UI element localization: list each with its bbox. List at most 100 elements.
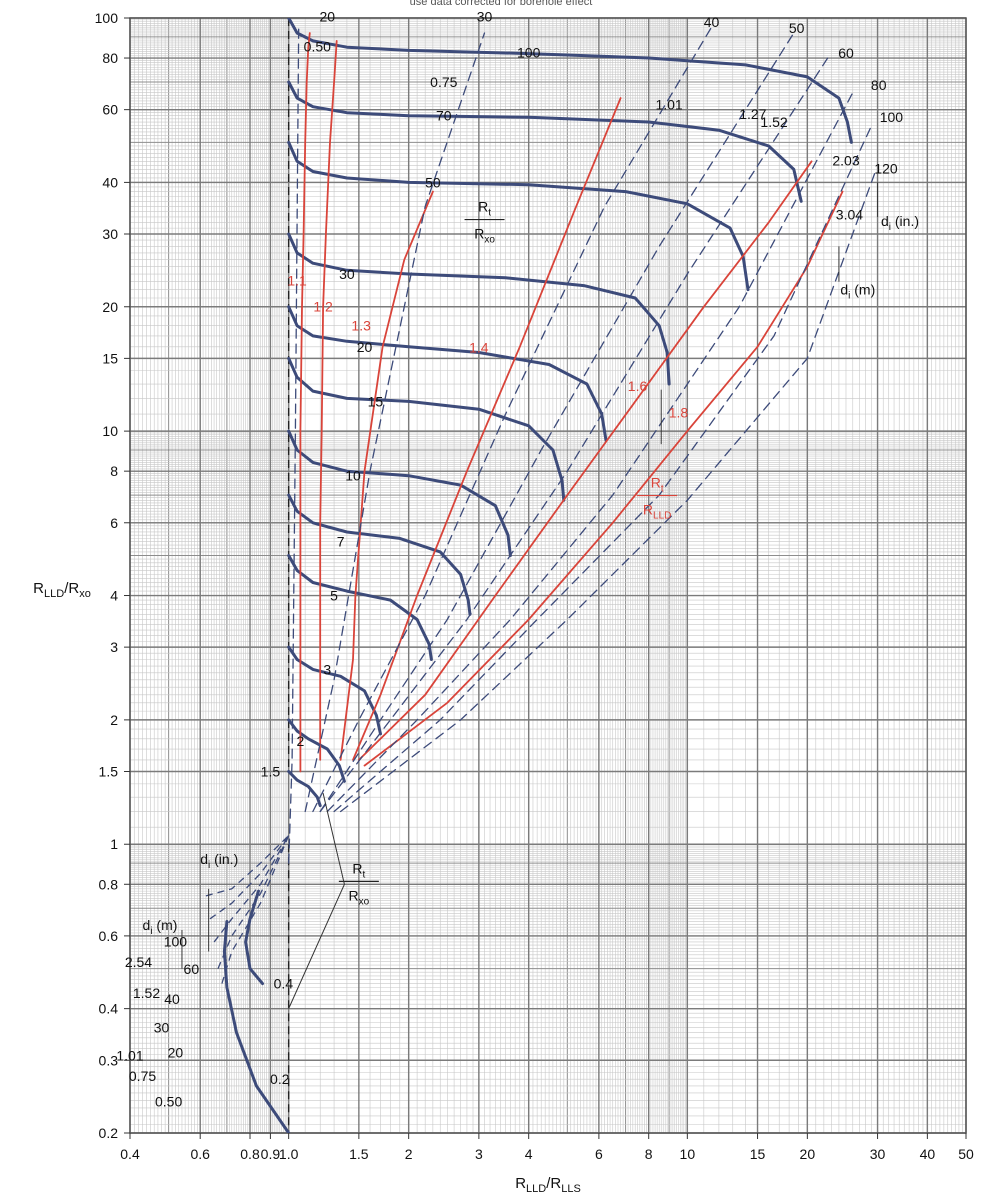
y-tick-label: 0.2	[99, 1125, 119, 1141]
label-di-m-lower-2-54: 2.54	[125, 954, 152, 970]
label-di-in-lower-60: 60	[184, 961, 200, 977]
label-rt-rlld-1-1: 1.1	[287, 273, 307, 289]
label-rt-rlld-1-3: 1.3	[351, 318, 371, 334]
label-rt-rxo-15: 15	[368, 393, 384, 409]
curve-rt-rlld-1-1	[299, 32, 311, 773]
label-di-in-80: 80	[871, 77, 887, 93]
curve-rt-rlld-1-8	[363, 190, 844, 767]
label-rt-rxo-fraction-lower-den: Rxo	[349, 887, 370, 907]
curve-di-lower-3	[217, 835, 290, 969]
y-tick-label: 4	[110, 588, 118, 604]
y-tick-label: 40	[102, 174, 118, 190]
label-rt-rxo-3: 3	[323, 661, 331, 677]
label-rt-rlld-1-4: 1.4	[469, 339, 489, 355]
label-rt-rxo-0-2: 0.2	[270, 1071, 290, 1087]
x-axis-title: RLLD/RLLS	[515, 1175, 581, 1195]
x-tick-label: 20	[800, 1146, 816, 1162]
curve-rt-rxo-15	[287, 356, 566, 502]
label-rt-rlld-1-8: 1.8	[669, 404, 689, 420]
y-tick-label: 0.6	[99, 928, 119, 944]
label-rt-rxo-2: 2	[296, 733, 304, 749]
curve-rt-rlld-1-2	[319, 40, 338, 761]
y-tick-label: 0.3	[99, 1052, 119, 1068]
y-tick-label: 1.5	[99, 763, 119, 779]
x-tick-label: 15	[750, 1146, 766, 1162]
label-di-m-2-03: 2.03	[832, 152, 859, 168]
x-tick-label: 1.5	[349, 1146, 369, 1162]
y-tick-label: 2	[110, 712, 118, 728]
label-rt-rxo-20: 20	[357, 339, 373, 355]
curve-rt-rxo-50	[287, 140, 750, 292]
x-tick-label: 50	[958, 1146, 974, 1162]
x-tick-label: 0.8	[240, 1146, 260, 1162]
y-axis-title: RLLD/Rxo	[33, 580, 91, 600]
x-tick-label: 0.4	[120, 1146, 140, 1162]
label-di-in-100: 100	[880, 109, 904, 125]
y-tick-label: 100	[95, 10, 119, 26]
curve-rt-rxo-2	[287, 718, 346, 783]
curve-di-120	[339, 172, 876, 813]
curve-rt-rxo-100	[287, 18, 853, 144]
x-tick-label: 2	[405, 1146, 413, 1162]
curve-di-80	[326, 91, 854, 813]
label-di-m-lower-0-50: 0.50	[155, 1093, 182, 1109]
label-di-in-lower-100: 100	[164, 934, 188, 950]
label-di-in-20: 20	[319, 9, 335, 25]
curve-rt-rxo-0-2	[222, 920, 291, 1133]
label-di-m-lower-1-52: 1.52	[133, 985, 160, 1001]
x-tick-label: 0.6	[190, 1146, 210, 1162]
x-tick-label: 40	[920, 1146, 936, 1162]
curve-rt-rxo-5	[287, 554, 433, 661]
curve-rt-rxo-10	[287, 429, 512, 557]
plot-border	[129, 17, 967, 1134]
curve-rt-rxo-70	[287, 80, 803, 203]
label-di-m-lower-0-75: 0.75	[129, 1068, 156, 1084]
y-tick-label: 20	[102, 299, 118, 315]
curve-di-50	[319, 32, 795, 813]
curve-rt-rxo-1-5	[287, 770, 322, 808]
label-di-meters-upper: di (m)	[840, 282, 875, 302]
x-tick-label: 1.0	[279, 1146, 299, 1162]
label-rt-rlld-fraction: Rt RLLD	[637, 475, 678, 522]
curve-di-lower-4	[221, 835, 290, 984]
label-di-inches-upper: di (in.)	[881, 213, 919, 233]
label-di-in-lower-20: 20	[168, 1044, 184, 1060]
y-tick-label: 6	[110, 515, 118, 531]
axis-ticks: 0.4 0.6 0.8 0.91.0 1.5 2 3 4 6 8 10 15 20 30 40 500.20.…	[95, 10, 974, 1162]
x-tick-label: 0.9	[261, 1146, 281, 1162]
y-tick-label: 0.8	[99, 876, 119, 892]
curve-rt-rxo-20	[287, 305, 608, 442]
label-di-in-40: 40	[704, 14, 720, 30]
label-rt-rxo-fraction-upper-num: Rt	[478, 199, 491, 219]
curve-di-40	[312, 26, 713, 813]
curve-labels: 100 70 50 30 20 15 10 7 5 3 2 1.5 0.4 0.2 1.1 1.2 1.3 1.4…	[116, 9, 919, 1110]
curve-rt-rlld-1-3	[339, 190, 434, 761]
x-tick-label: 4	[525, 1146, 533, 1162]
label-rt-rxo-70: 70	[436, 108, 452, 124]
curve-rt-rlld-1-4	[352, 97, 622, 761]
y-tick-label: 30	[102, 226, 118, 242]
curve-rt-rxo-30	[287, 232, 671, 386]
curve-rt-rxo-3	[287, 645, 382, 736]
y-tick-label: 8	[110, 463, 118, 479]
label-di-m-1-27: 1.27	[739, 106, 766, 122]
curve-rt-rxo-0-4	[244, 889, 264, 986]
x-tick-label: 6	[595, 1146, 603, 1162]
label-rt-rxo-50: 50	[425, 174, 441, 190]
label-rt-rxo-fraction-upper-den: Rxo	[474, 226, 495, 246]
x-tick-label: 30	[870, 1146, 886, 1162]
curve-rt-rlld-1-6	[357, 160, 813, 761]
label-di-m-1-01: 1.01	[655, 97, 682, 113]
label-rt-rxo-1-5: 1.5	[261, 763, 281, 779]
y-tick-label: 60	[102, 102, 118, 118]
label-rt-rxo-5: 5	[330, 588, 338, 604]
label-di-in-30: 30	[477, 9, 493, 25]
label-di-in-60: 60	[838, 45, 854, 61]
curve-rt-rxo-7	[287, 493, 472, 616]
label-rt-rlld-fraction-den: RLLD	[643, 502, 671, 522]
y-tick-label: 80	[102, 50, 118, 66]
label-di-in-lower-30: 30	[154, 1020, 170, 1036]
curves	[205, 18, 876, 1133]
label-rt-rlld-1-2: 1.2	[313, 298, 333, 314]
